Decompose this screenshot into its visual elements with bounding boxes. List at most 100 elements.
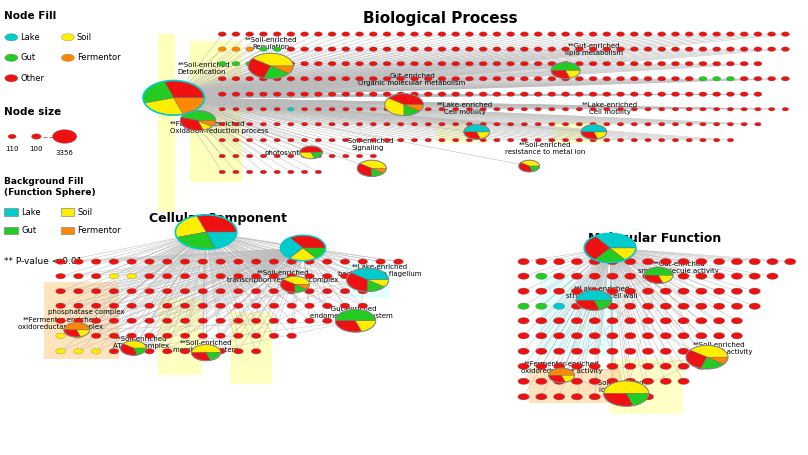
- Circle shape: [162, 259, 172, 264]
- Circle shape: [685, 92, 693, 96]
- Wedge shape: [351, 268, 389, 280]
- Circle shape: [216, 318, 225, 324]
- Circle shape: [589, 333, 600, 339]
- Bar: [540, 275, 617, 355]
- Circle shape: [145, 349, 154, 354]
- Circle shape: [314, 76, 322, 81]
- Wedge shape: [283, 276, 309, 284]
- Circle shape: [493, 47, 501, 51]
- Circle shape: [548, 61, 556, 66]
- Text: 110: 110: [6, 146, 19, 152]
- Circle shape: [658, 92, 666, 96]
- Circle shape: [660, 333, 671, 339]
- Circle shape: [260, 122, 267, 126]
- Circle shape: [56, 303, 65, 308]
- Circle shape: [162, 318, 172, 324]
- Wedge shape: [198, 121, 213, 130]
- Circle shape: [452, 92, 460, 96]
- Circle shape: [218, 92, 226, 96]
- Circle shape: [553, 273, 565, 279]
- Circle shape: [198, 288, 208, 294]
- Circle shape: [251, 349, 261, 354]
- Bar: [61, 227, 74, 234]
- Circle shape: [479, 47, 487, 51]
- Bar: [436, 121, 489, 143]
- Wedge shape: [295, 284, 309, 289]
- Circle shape: [301, 138, 308, 142]
- Circle shape: [246, 61, 254, 66]
- Circle shape: [425, 122, 431, 126]
- Wedge shape: [280, 238, 303, 258]
- Circle shape: [754, 76, 762, 81]
- Wedge shape: [690, 345, 728, 357]
- Circle shape: [356, 154, 363, 158]
- Circle shape: [713, 138, 720, 142]
- Circle shape: [315, 154, 322, 158]
- Circle shape: [218, 61, 226, 66]
- Circle shape: [260, 107, 267, 111]
- Wedge shape: [174, 98, 204, 114]
- Circle shape: [322, 273, 332, 279]
- Text: **Soil-enriched
resistance to metal ion: **Soil-enriched resistance to metal ion: [505, 142, 586, 155]
- Circle shape: [726, 61, 734, 66]
- Wedge shape: [335, 309, 376, 321]
- Circle shape: [642, 348, 654, 354]
- Circle shape: [754, 32, 762, 36]
- Circle shape: [369, 61, 377, 66]
- Circle shape: [534, 32, 542, 36]
- Circle shape: [218, 47, 226, 51]
- Circle shape: [700, 122, 706, 126]
- Circle shape: [625, 378, 636, 384]
- Circle shape: [607, 333, 618, 339]
- Circle shape: [251, 288, 261, 294]
- Circle shape: [494, 107, 500, 111]
- Circle shape: [553, 333, 565, 339]
- Wedge shape: [77, 330, 90, 337]
- Circle shape: [162, 333, 172, 339]
- Text: Other: Other: [20, 74, 44, 83]
- Circle shape: [494, 122, 500, 126]
- Circle shape: [218, 76, 226, 81]
- Bar: [529, 369, 622, 403]
- Circle shape: [273, 32, 281, 36]
- Circle shape: [726, 76, 734, 81]
- Circle shape: [590, 107, 596, 111]
- Circle shape: [571, 363, 583, 369]
- Circle shape: [465, 47, 473, 51]
- Circle shape: [91, 303, 101, 308]
- Circle shape: [678, 273, 689, 279]
- Circle shape: [553, 363, 565, 369]
- Circle shape: [234, 288, 243, 294]
- Circle shape: [755, 107, 761, 111]
- Wedge shape: [519, 162, 532, 172]
- Wedge shape: [551, 62, 580, 71]
- Circle shape: [301, 47, 309, 51]
- Circle shape: [645, 107, 651, 111]
- Circle shape: [288, 138, 294, 142]
- Circle shape: [370, 122, 377, 126]
- Text: ** P-value < 0.01: ** P-value < 0.01: [4, 257, 82, 266]
- Wedge shape: [280, 279, 295, 293]
- Circle shape: [452, 107, 459, 111]
- Circle shape: [686, 107, 692, 111]
- Circle shape: [625, 333, 636, 339]
- Circle shape: [259, 47, 267, 51]
- Circle shape: [642, 258, 654, 265]
- Circle shape: [74, 303, 83, 308]
- Circle shape: [696, 333, 707, 339]
- Circle shape: [571, 273, 583, 279]
- Circle shape: [232, 61, 240, 66]
- Bar: [4, 208, 18, 216]
- Circle shape: [589, 61, 597, 66]
- Circle shape: [198, 259, 208, 264]
- Circle shape: [576, 122, 583, 126]
- Circle shape: [301, 61, 309, 66]
- Circle shape: [617, 138, 624, 142]
- Circle shape: [397, 76, 405, 81]
- Circle shape: [548, 76, 556, 81]
- Text: **Gut-enriched
endomembrane system: **Gut-enriched endomembrane system: [310, 306, 393, 319]
- Wedge shape: [520, 160, 540, 166]
- Circle shape: [589, 378, 600, 384]
- Circle shape: [53, 130, 77, 143]
- Circle shape: [109, 273, 119, 279]
